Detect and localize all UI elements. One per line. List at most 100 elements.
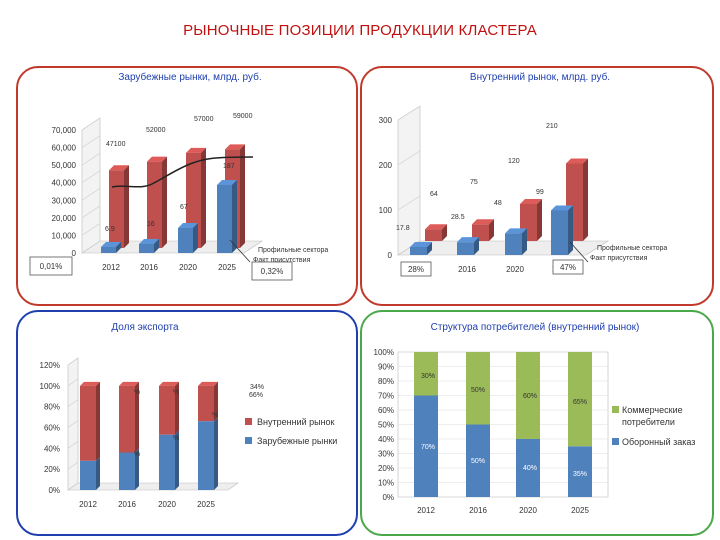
- data-label-presence: 48: [494, 200, 502, 207]
- bar-profile-sectors-top: [147, 156, 167, 162]
- y-tick-label: 120%: [40, 361, 60, 370]
- bar-domestic-side: [96, 381, 100, 461]
- bar-profile-sectors-side: [201, 147, 206, 248]
- data-label-presence: 16: [147, 221, 155, 228]
- x-tick-label: 2016: [118, 500, 136, 509]
- bar-profile-sectors-side: [583, 158, 588, 241]
- bar-commercial: [466, 352, 490, 425]
- bar-presence-top: [139, 239, 159, 244]
- x-tick-label: 2025: [197, 500, 215, 509]
- callout-box: [400, 261, 432, 277]
- gridline: [67, 482, 79, 491]
- bar-presence-side: [193, 223, 198, 253]
- callout-box: [552, 259, 584, 275]
- legend-foreign: Зарубежные рынки: [257, 436, 337, 446]
- bar-defense-order: [568, 446, 592, 497]
- data-label: 34%: [250, 384, 264, 391]
- legend-defense: Оборонный заказ: [622, 437, 695, 447]
- bar-presence-top: [217, 180, 237, 185]
- y-tick-label: 70%: [378, 392, 394, 401]
- data-label-profile: 47100: [106, 141, 126, 148]
- page-title: РЫНОЧНЫЕ ПОЗИЦИИ ПРОДУКЦИИ КЛАСТЕРА: [183, 22, 537, 39]
- bar-commercial: [568, 352, 592, 447]
- y-tick-label: 200: [379, 161, 393, 170]
- x-tick-label: 2012: [79, 500, 97, 509]
- legend-swatch-domestic: [245, 418, 252, 425]
- bar-domestic: [198, 385, 214, 422]
- bar-profile-sectors-side: [240, 144, 245, 248]
- y-tick-label: 50%: [378, 421, 394, 430]
- bar-profile-sectors-side: [537, 199, 542, 241]
- bar-foreign-side: [214, 417, 218, 490]
- x-tick-label: 2012: [102, 263, 120, 272]
- bar-domestic-top: [119, 381, 139, 386]
- bar-profile-sectors: [147, 161, 162, 248]
- gridline: [81, 188, 101, 201]
- data-label-defense: 50%: [471, 458, 485, 465]
- bar-profile-sectors-side: [162, 156, 167, 248]
- legend-profile-sectors: Профильные сектора: [597, 245, 667, 252]
- bar-presence: [178, 228, 193, 253]
- bar-presence: [410, 246, 427, 255]
- callout-line: [229, 239, 251, 263]
- data-label-profile: 64: [430, 191, 438, 198]
- gridline: [397, 195, 421, 211]
- bar-domestic: [159, 385, 175, 435]
- y-tick-label: 0%: [382, 493, 394, 502]
- bar-profile-sectors-top: [566, 158, 588, 164]
- bar-commercial: [516, 352, 540, 439]
- gridline: [81, 152, 101, 166]
- bar-presence: [551, 210, 568, 255]
- bar-defense-order: [414, 395, 438, 497]
- y-tick-label: 80%: [378, 377, 394, 386]
- y-tick-label: 40,000: [52, 179, 77, 188]
- gridline: [81, 170, 101, 183]
- gridline: [67, 399, 79, 407]
- callout-label: 0,32%: [261, 267, 284, 276]
- bar-presence-side: [116, 242, 121, 253]
- bar-domestic-side: [214, 381, 218, 422]
- bar-presence-side: [427, 241, 432, 255]
- y-tick-label: 100%: [374, 348, 394, 357]
- bar-profile-sectors-top: [225, 144, 245, 150]
- export-share-panel: [16, 310, 358, 536]
- x-tick-label: 2016: [140, 263, 158, 272]
- callout-line: [569, 241, 589, 263]
- callout-label: 28%: [408, 265, 424, 274]
- bar-domestic-top: [159, 381, 179, 386]
- x-tick-label: 2016: [469, 506, 487, 515]
- x-tick-label: 2012: [417, 506, 435, 515]
- bar-foreign: [198, 421, 214, 490]
- bar-profile-sectors: [425, 229, 442, 241]
- bar-foreign-side: [96, 456, 100, 490]
- bar-domestic: [119, 385, 135, 453]
- bar-profile-sectors: [109, 170, 124, 248]
- y-tick-label: 60%: [378, 406, 394, 415]
- x-tick-label: 2020: [519, 506, 537, 515]
- legend-swatch-commercial: [612, 406, 619, 413]
- y-tick-label: 40%: [378, 435, 394, 444]
- chart-title: Структура потребителей (внутренний рынок…: [431, 321, 640, 333]
- data-label-commercial: 60%: [523, 393, 537, 400]
- data-label-presence: 99: [536, 189, 544, 196]
- gridline: [397, 150, 421, 166]
- bar-presence-top: [101, 242, 121, 247]
- trend-line: [111, 156, 254, 188]
- y-tick-label: 50,000: [52, 161, 77, 170]
- bar-presence: [101, 247, 116, 253]
- bar-profile-sectors-top: [520, 199, 542, 204]
- bar-domestic-side: [135, 381, 139, 453]
- bar-presence-top: [551, 205, 573, 211]
- bar-profile-sectors-top: [472, 219, 494, 225]
- gridline: [81, 205, 101, 219]
- bar-presence-top: [410, 241, 432, 247]
- data-label: %: [173, 435, 179, 442]
- bar-presence-top: [178, 223, 198, 228]
- y-tick-label: 20%: [378, 464, 394, 473]
- bar-profile-sectors-top: [186, 147, 206, 153]
- legend-commercial-2: потребители: [622, 417, 675, 427]
